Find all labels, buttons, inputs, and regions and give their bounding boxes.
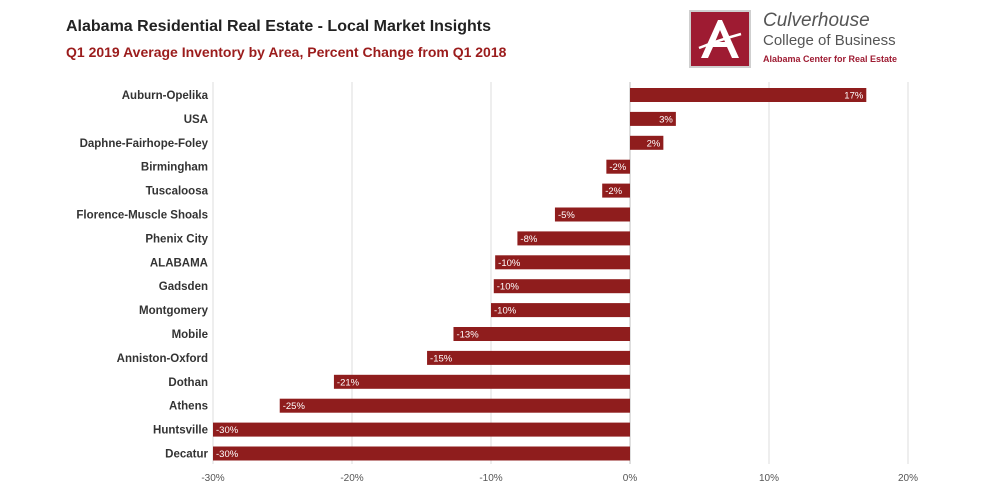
x-tick-label: 0% bbox=[623, 473, 638, 484]
category-label: Athens bbox=[169, 401, 208, 413]
bar bbox=[491, 303, 630, 318]
data-label: -25% bbox=[283, 401, 306, 412]
category-label: Auburn-Opelika bbox=[122, 90, 209, 102]
bar bbox=[554, 207, 630, 222]
bar bbox=[630, 88, 867, 102]
x-tick-label: -10% bbox=[479, 473, 502, 484]
data-label: 2% bbox=[647, 138, 661, 149]
category-label: Gadsden bbox=[159, 281, 208, 293]
category-label: Huntsville bbox=[153, 425, 208, 437]
category-label: ALABAMA bbox=[150, 257, 208, 269]
category-label: Anniston-Oxford bbox=[117, 353, 208, 365]
category-label: Decatur bbox=[165, 449, 208, 461]
category-label: Phenix City bbox=[145, 233, 208, 245]
data-label: -10% bbox=[494, 306, 517, 317]
x-tick-label: -20% bbox=[340, 473, 363, 484]
category-label: Daphne-Fairhope-Foley bbox=[80, 138, 209, 150]
bar bbox=[602, 183, 630, 198]
bar bbox=[427, 350, 630, 365]
bar bbox=[606, 159, 630, 174]
logo-college: College of Business bbox=[763, 32, 896, 49]
category-label: Birmingham bbox=[141, 162, 208, 174]
culverhouse-logo: Culverhouse College of Business Alabama … bbox=[689, 10, 919, 70]
data-label: -13% bbox=[456, 330, 479, 341]
data-label: 3% bbox=[659, 114, 673, 125]
bar bbox=[630, 111, 676, 126]
bar bbox=[213, 446, 630, 461]
data-label: -21% bbox=[337, 377, 360, 388]
chart-subtitle: Q1 2019 Average Inventory by Area, Perce… bbox=[66, 44, 507, 60]
alabama-a-logo-icon bbox=[689, 10, 751, 68]
category-label: Tuscaloosa bbox=[146, 186, 209, 198]
x-tick-label: 10% bbox=[759, 473, 779, 484]
data-label: -10% bbox=[498, 258, 521, 269]
bar bbox=[453, 327, 630, 341]
bar bbox=[517, 231, 630, 246]
category-label: Florence-Muscle Shoals bbox=[76, 210, 208, 222]
category-label: USA bbox=[184, 114, 208, 126]
data-label: -30% bbox=[216, 449, 239, 460]
category-label: Montgomery bbox=[139, 305, 209, 317]
data-label: 17% bbox=[844, 91, 864, 102]
category-label: Mobile bbox=[172, 329, 208, 341]
x-tick-label: 20% bbox=[898, 473, 918, 484]
category-label: Dothan bbox=[168, 377, 208, 389]
bar bbox=[493, 279, 630, 294]
x-tick-label: -30% bbox=[201, 473, 224, 484]
logo-center: Alabama Center for Real Estate bbox=[763, 54, 898, 64]
data-label: -2% bbox=[605, 186, 622, 197]
data-label: -10% bbox=[497, 282, 520, 293]
bar bbox=[630, 135, 664, 150]
data-label: -30% bbox=[216, 425, 239, 436]
bar bbox=[213, 422, 630, 437]
logo-culverhouse: Culverhouse bbox=[763, 10, 870, 31]
bar bbox=[333, 374, 630, 389]
chart-title: Alabama Residential Real Estate - Local … bbox=[66, 18, 492, 35]
bar bbox=[495, 255, 630, 270]
data-label: -5% bbox=[558, 210, 575, 221]
data-label: -15% bbox=[430, 353, 453, 364]
data-label: -2% bbox=[609, 162, 626, 173]
bar bbox=[279, 398, 630, 413]
data-label: -8% bbox=[520, 234, 537, 245]
